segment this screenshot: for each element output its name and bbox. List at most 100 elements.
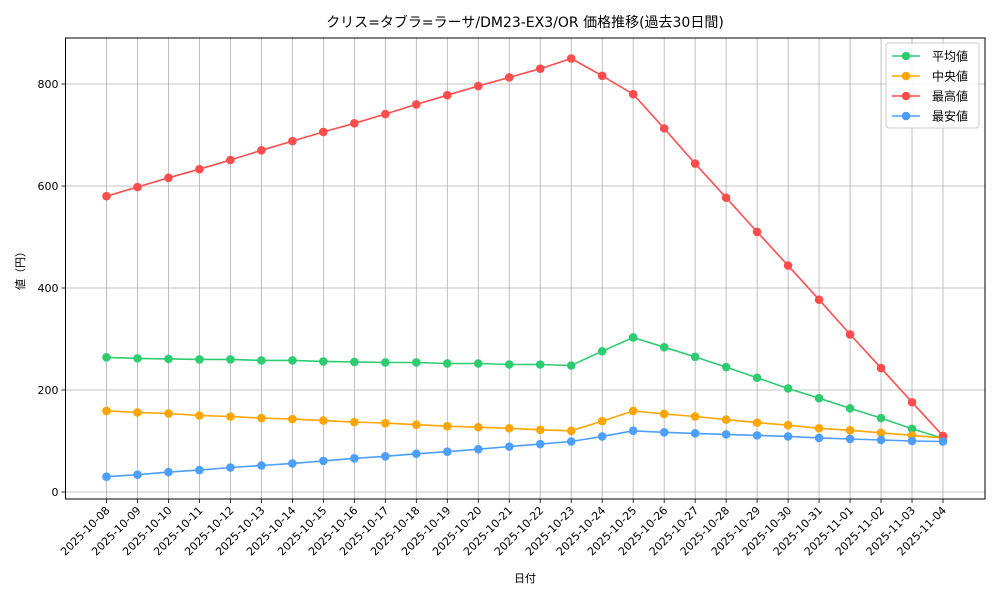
- data-point: [628, 406, 638, 416]
- series-lines: [102, 54, 948, 482]
- data-point: [319, 127, 328, 137]
- x-axis-label: 日付: [514, 572, 536, 585]
- data-point: [504, 423, 514, 433]
- data-point: [597, 71, 607, 81]
- data-point: [195, 164, 204, 174]
- data-point: [412, 449, 421, 459]
- y-tick-label: 0: [52, 486, 59, 499]
- legend-item: 中央値: [892, 69, 968, 84]
- data-point: [690, 159, 700, 168]
- series-最安値: [102, 426, 948, 482]
- data-point: [628, 426, 638, 436]
- plot-frame: [65, 37, 986, 500]
- data-point: [412, 100, 421, 109]
- data-point: [226, 155, 235, 165]
- data-point: [659, 124, 669, 133]
- data-point: [628, 89, 638, 99]
- data-point: [442, 421, 452, 431]
- data-point: [535, 360, 545, 369]
- data-point: [535, 425, 545, 435]
- y-axis-label: 値（円）: [14, 246, 27, 290]
- data-point: [566, 437, 576, 446]
- data-point: [133, 470, 142, 479]
- data-point: [195, 465, 204, 475]
- data-point: [473, 359, 483, 368]
- data-point: [659, 342, 669, 352]
- data-point: [721, 415, 731, 424]
- data-point: [164, 467, 173, 477]
- data-point: [814, 393, 824, 403]
- data-point: [783, 420, 793, 430]
- data-point: [752, 373, 762, 383]
- data-point: [938, 437, 948, 446]
- data-point: [783, 384, 793, 393]
- series-line: [106, 57, 944, 437]
- data-point: [319, 357, 328, 366]
- data-point: [752, 227, 762, 237]
- data-point: [597, 346, 607, 356]
- data-point: [288, 414, 297, 424]
- data-point: [721, 193, 731, 203]
- series-line: [106, 336, 944, 440]
- legend-marker-icon: [901, 111, 911, 121]
- y-axis-ticks: 0 200 400 600 800: [38, 78, 66, 499]
- data-point: [566, 361, 576, 370]
- data-point: [783, 261, 793, 270]
- data-point: [752, 418, 762, 427]
- data-point: [350, 454, 359, 463]
- data-point: [566, 54, 576, 63]
- data-point: [845, 404, 855, 413]
- data-point: [102, 472, 111, 482]
- legend-item: 最安値: [892, 109, 968, 124]
- data-point: [504, 442, 514, 451]
- y-tick-label: 800: [38, 78, 59, 91]
- data-point: [845, 330, 855, 339]
- data-point: [442, 447, 452, 457]
- data-point: [628, 333, 638, 342]
- data-point: [102, 353, 111, 362]
- data-point: [876, 413, 886, 423]
- series-最高値: [102, 54, 948, 441]
- data-point: [845, 425, 855, 435]
- data-point: [504, 360, 514, 369]
- data-point: [690, 412, 700, 421]
- series-line: [106, 429, 944, 478]
- data-point: [535, 439, 545, 449]
- data-point: [442, 90, 452, 100]
- legend-item: 最高値: [892, 89, 968, 104]
- data-point: [504, 73, 514, 82]
- data-point: [876, 363, 886, 373]
- data-point: [164, 173, 173, 183]
- data-point: [690, 352, 700, 362]
- data-point: [381, 358, 390, 367]
- data-point: [133, 408, 142, 417]
- y-tick-label: 600: [38, 180, 59, 193]
- data-point: [319, 456, 328, 466]
- data-point: [814, 423, 824, 433]
- data-point: [412, 358, 421, 367]
- data-point: [350, 357, 359, 367]
- data-point: [907, 397, 917, 407]
- series-平均値: [102, 333, 948, 443]
- data-point: [102, 191, 111, 201]
- legend-label: 平均値: [932, 49, 968, 64]
- data-point: [814, 295, 824, 305]
- data-point: [257, 413, 266, 423]
- data-point: [659, 428, 669, 437]
- data-point: [845, 434, 855, 444]
- data-point: [473, 422, 483, 432]
- data-point: [659, 409, 669, 419]
- y-tick-label: 400: [38, 282, 59, 295]
- data-point: [907, 436, 917, 446]
- legend-marker-icon: [901, 51, 911, 61]
- data-point: [195, 411, 204, 420]
- data-point: [381, 452, 390, 461]
- data-point: [442, 359, 452, 368]
- data-point: [288, 136, 297, 146]
- data-point: [535, 64, 545, 73]
- data-point: [133, 182, 142, 192]
- data-point: [319, 416, 328, 425]
- y-tick-label: 200: [38, 384, 59, 397]
- legend-label: 最高値: [932, 89, 968, 104]
